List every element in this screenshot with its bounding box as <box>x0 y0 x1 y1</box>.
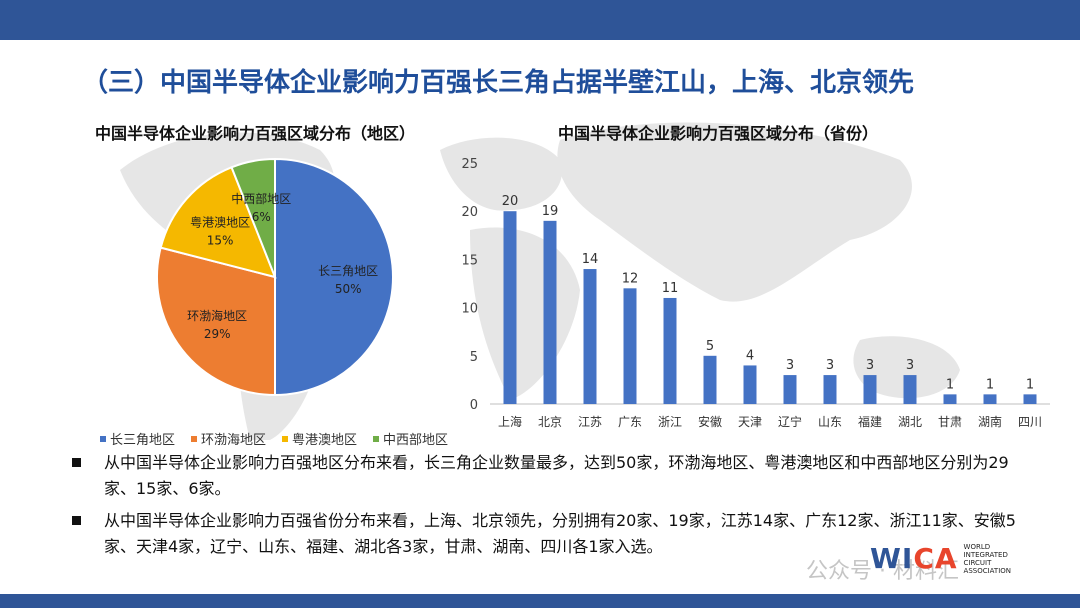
legend-swatch <box>373 435 380 442</box>
pie-slice <box>230 157 276 278</box>
header-bar <box>0 0 1080 40</box>
pie-slice-name: 粤港澳地区 <box>190 215 250 230</box>
x-tick-label: 安徽 <box>698 414 722 429</box>
x-tick-label: 广东 <box>618 415 642 429</box>
bar-value-label: 4 <box>746 348 754 363</box>
pie-slice <box>156 246 276 397</box>
page-title: （三）中国半导体企业影响力百强长三角占据半壁江山，上海、北京领先 <box>82 68 915 98</box>
bar <box>663 297 677 404</box>
bar <box>783 375 797 404</box>
y-tick-label: 15 <box>461 253 478 268</box>
bar <box>863 375 877 404</box>
logo-subtitle: WORLD INTEGRATED CIRCUIT ASSOCIATION <box>963 542 1011 575</box>
x-tick-label: 北京 <box>538 415 562 429</box>
pie-slice <box>159 165 277 279</box>
legend-swatch <box>100 435 106 442</box>
bar-value-label: 3 <box>866 358 874 373</box>
bar <box>1023 394 1037 404</box>
legend-item: 长三角地区 <box>100 429 175 448</box>
bar <box>903 375 917 404</box>
bar-chart-title: 中国半导体企业影响力百强区域分布（省份） <box>558 124 879 143</box>
footer-bar <box>0 594 1080 608</box>
bar-value-label: 3 <box>826 358 834 373</box>
x-tick-label: 辽宁 <box>778 414 802 429</box>
legend-swatch <box>282 435 289 442</box>
x-tick-label: 甘肃 <box>938 415 962 429</box>
bar <box>703 355 717 404</box>
bar <box>743 365 757 404</box>
bar <box>943 394 957 404</box>
bar-value-label: 11 <box>662 281 679 296</box>
x-tick-label: 天津 <box>738 415 762 429</box>
bar-value-label: 1 <box>986 377 994 392</box>
legend-label: 粤港澳地区 <box>292 433 358 448</box>
bullet-item: 从中国半导体企业影响力百强省份分布来看，上海、北京领先，分别拥有20家、19家，… <box>72 508 1032 560</box>
legend-item: 中西部地区 <box>373 429 448 448</box>
bar-value-label: 12 <box>622 271 639 286</box>
x-tick-label: 湖北 <box>898 414 922 429</box>
x-tick-label: 湖南 <box>978 414 1002 429</box>
legend-label: 中西部地区 <box>383 433 449 448</box>
x-tick-label: 江苏 <box>578 415 602 429</box>
y-tick-label: 25 <box>461 157 478 172</box>
bar-value-label: 20 <box>502 194 519 209</box>
pie-slice-name: 长三角地区 <box>318 264 378 278</box>
bar <box>623 288 637 404</box>
bar-value-label: 1 <box>946 377 954 392</box>
y-tick-label: 20 <box>461 205 478 220</box>
pie-slice <box>274 157 394 397</box>
x-tick-label: 福建 <box>858 414 882 429</box>
pie-slice-percent: 15% <box>207 234 234 248</box>
wica-logo: WICA WORLD INTEGRATED CIRCUIT ASSOCIATIO… <box>870 542 1034 575</box>
x-tick-label: 浙江 <box>658 415 682 429</box>
bullet-list: 从中国半导体企业影响力百强地区分布来看，长三角企业数量最多，达到50家，环渤海地… <box>72 450 1032 566</box>
pie-legend: 长三角地区 环渤海地区 粤港澳地区 中西部地区 <box>100 429 448 448</box>
watermark: 公众号 · 材料汇 <box>806 559 959 584</box>
x-tick-label: 山东 <box>818 415 842 429</box>
legend-label: 环渤海地区 <box>201 433 267 448</box>
bar-value-label: 19 <box>542 204 559 219</box>
y-tick-label: 5 <box>470 350 478 365</box>
pie-slice-percent: 29% <box>204 327 231 341</box>
bar <box>823 375 837 404</box>
y-tick-label: 10 <box>461 302 478 317</box>
legend-swatch <box>191 435 198 442</box>
bullet-item: 从中国半导体企业影响力百强地区分布来看，长三角企业数量最多，达到50家，环渤海地… <box>72 450 1032 502</box>
pie-chart-title: 中国半导体企业影响力百强区域分布（地区） <box>95 124 416 143</box>
charts-canvas: 长三角地区50%环渤海地区29%粤港澳地区15%中西部地区6%051015202… <box>156 157 1050 429</box>
bar-value-label: 1 <box>1026 377 1034 392</box>
legend-item: 环渤海地区 <box>191 429 266 448</box>
bullet-text: 从中国半导体企业影响力百强省份分布来看，上海、北京领先，分别拥有20家、19家，… <box>104 511 1016 556</box>
square-bullet-icon <box>72 516 81 525</box>
legend-label: 长三角地区 <box>110 433 176 448</box>
bar <box>503 211 517 404</box>
pie-slice-name: 环渤海地区 <box>187 308 247 323</box>
bar-value-label: 14 <box>582 252 599 267</box>
logo-mark: WICA <box>870 542 958 575</box>
bar <box>543 220 557 404</box>
bullet-text: 从中国半导体企业影响力百强地区分布来看，长三角企业数量最多，达到50家，环渤海地… <box>104 453 1009 498</box>
bar-value-label: 3 <box>906 358 914 373</box>
bar-value-label: 5 <box>706 339 714 354</box>
x-tick-label: 四川 <box>1018 415 1042 429</box>
legend-item: 粤港澳地区 <box>282 429 357 448</box>
pie-slice-name: 中西部地区 <box>231 191 291 206</box>
pie-slice-percent: 50% <box>335 282 362 296</box>
x-tick-label: 上海 <box>498 414 522 429</box>
square-bullet-icon <box>72 458 81 467</box>
pie-slice-percent: 6% <box>252 210 271 224</box>
bar-value-label: 3 <box>786 358 794 373</box>
bar <box>583 269 597 404</box>
y-tick-label: 0 <box>470 398 478 413</box>
bar <box>983 394 997 404</box>
